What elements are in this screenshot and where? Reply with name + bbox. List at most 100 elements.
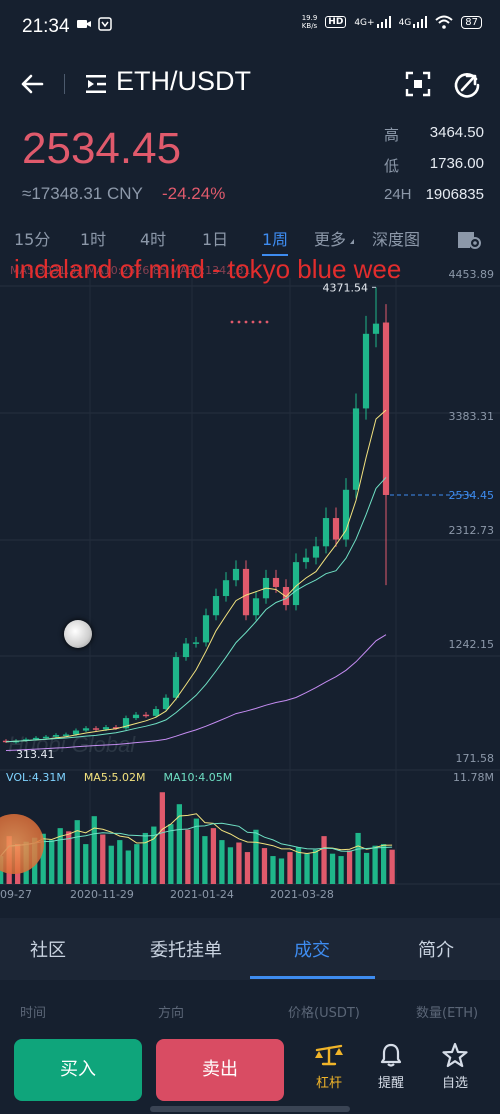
candle	[302, 557, 310, 563]
buy-button[interactable]: 买入	[14, 1039, 142, 1101]
stat-label: 24H	[384, 186, 412, 203]
candle	[182, 643, 190, 658]
interval-4h[interactable]: 4时	[140, 230, 167, 249]
kline-chart[interactable]: 4453.89 3383.31 2312.73 1242.15 171.58 4371.5…	[0, 256, 500, 916]
volume-bar	[312, 849, 319, 884]
volume-bar	[49, 840, 55, 884]
price-tick-label: 1242.15	[449, 638, 495, 651]
depth-chart-tab[interactable]: 深度图	[372, 230, 421, 249]
floating-assistive-ball[interactable]	[64, 620, 92, 648]
share-icon[interactable]	[452, 70, 482, 100]
candle	[332, 518, 340, 540]
interval-1h[interactable]: 1时	[80, 230, 107, 249]
interval-more[interactable]: 更多	[314, 230, 347, 249]
active-interval-underline	[262, 254, 288, 256]
price-change: -24.24%	[162, 184, 226, 203]
volume-bar	[363, 852, 370, 884]
music-overlay-text: indaland of mind - tokyo blue wee	[14, 254, 402, 284]
network-speed: 19.9 KB/s	[302, 14, 318, 30]
candle	[142, 714, 150, 717]
signal-bars-icon	[376, 16, 391, 28]
status-bar: 21:34 19.9 KB/s HD 4G+ 4G 87	[0, 0, 500, 52]
candle	[112, 727, 120, 729]
x-axis-label: 2021-03-28	[270, 888, 334, 901]
dot-marker	[258, 320, 262, 324]
candle	[172, 657, 180, 698]
signal-4g: 4G	[399, 16, 428, 28]
stat-value: 1736.00	[429, 155, 484, 172]
active-tab-underline	[250, 976, 375, 979]
app-notification-icon	[98, 17, 112, 31]
volume-bar	[185, 829, 191, 884]
pair-title[interactable]: ETH/USDT	[116, 66, 251, 96]
ticker-stats: 高 3464.50 低 1736.00 24H 1906835	[384, 124, 484, 217]
leverage-button[interactable]: 杠杆	[302, 1042, 356, 1091]
sell-button[interactable]: 卖出	[156, 1039, 284, 1101]
volume-bar	[389, 849, 395, 884]
watchlist-button[interactable]: 自选	[428, 1042, 482, 1091]
tab-intro[interactable]: 简介	[418, 940, 454, 961]
candle	[22, 739, 30, 741]
volume-bar	[244, 852, 251, 884]
signal-4gplus: 4G+	[354, 16, 391, 28]
tab-open-orders[interactable]: 委托挂单	[150, 940, 222, 961]
interval-1d[interactable]: 1日	[202, 230, 229, 249]
low-marker-label: 313.41	[16, 748, 55, 761]
volume-bar	[134, 844, 140, 884]
alert-label: 提醒	[377, 1076, 404, 1091]
top-bar: ETH/USDT	[0, 52, 500, 116]
volume-bar	[355, 832, 361, 884]
volume-bar	[287, 852, 293, 884]
watchlist-label: 自选	[441, 1076, 468, 1091]
candle	[352, 408, 360, 490]
candle	[52, 735, 60, 737]
status-time: 21:34	[22, 16, 70, 37]
chart-settings-icon[interactable]	[456, 228, 482, 250]
volume-max: 11.78M	[453, 771, 494, 784]
candle	[162, 697, 170, 710]
volume-bar	[176, 804, 182, 884]
volume-bar	[219, 840, 225, 884]
volume-bar	[74, 820, 80, 884]
tab-community[interactable]: 社区	[30, 940, 66, 961]
high-marker-label: 4371.54	[323, 281, 369, 294]
candle	[362, 333, 370, 409]
price-tick-label: 2312.73	[449, 524, 495, 537]
candle	[222, 580, 230, 597]
volume-bar	[142, 832, 148, 884]
pair-switch-icon[interactable]	[86, 74, 108, 94]
alert-button[interactable]: 提醒	[364, 1042, 418, 1091]
volume-bar	[329, 853, 336, 884]
signal-bars-icon	[413, 16, 428, 28]
fullscreen-icon[interactable]	[404, 70, 432, 98]
ma-legend: MA5:3031.32 MA10:2526.85 MA30:1342.31	[10, 264, 251, 277]
interval-tabs: 15分 1时 4时 1日 1周 更多 深度图	[0, 222, 500, 256]
cny-price: ≈17348.31 CNY	[22, 184, 143, 203]
candle	[292, 562, 300, 606]
candle	[252, 598, 260, 616]
tab-trades[interactable]: 成交	[294, 940, 330, 961]
interval-1w[interactable]: 1周	[262, 230, 289, 249]
candle	[272, 577, 280, 587]
back-arrow-icon[interactable]	[18, 70, 46, 98]
trade-table-header: 时间 方向 价格(USDT) 数量(ETH)	[0, 996, 500, 1026]
star-icon	[442, 1042, 468, 1068]
candle	[122, 718, 130, 729]
volume-ma10-line	[0, 822, 393, 857]
volume-bar	[227, 847, 234, 884]
volume-bar	[270, 856, 276, 884]
stat-label: 低	[384, 158, 400, 175]
candle	[152, 709, 160, 716]
volume-bar	[278, 858, 285, 884]
status-right: 19.9 KB/s HD 4G+ 4G 87	[302, 14, 482, 30]
leverage-label: 杠杆	[315, 1076, 342, 1091]
price-tick-label: 4453.89	[449, 268, 495, 281]
current-price-label: 2534.45	[449, 489, 495, 502]
volume-bar	[66, 831, 72, 884]
volume-bar	[372, 845, 378, 884]
stat-value: 1906835	[425, 186, 484, 203]
volume-bar	[295, 847, 302, 884]
wifi-icon	[435, 15, 453, 29]
signal-4gplus-label: 4G+	[354, 18, 375, 28]
interval-15m[interactable]: 15分	[14, 230, 51, 249]
